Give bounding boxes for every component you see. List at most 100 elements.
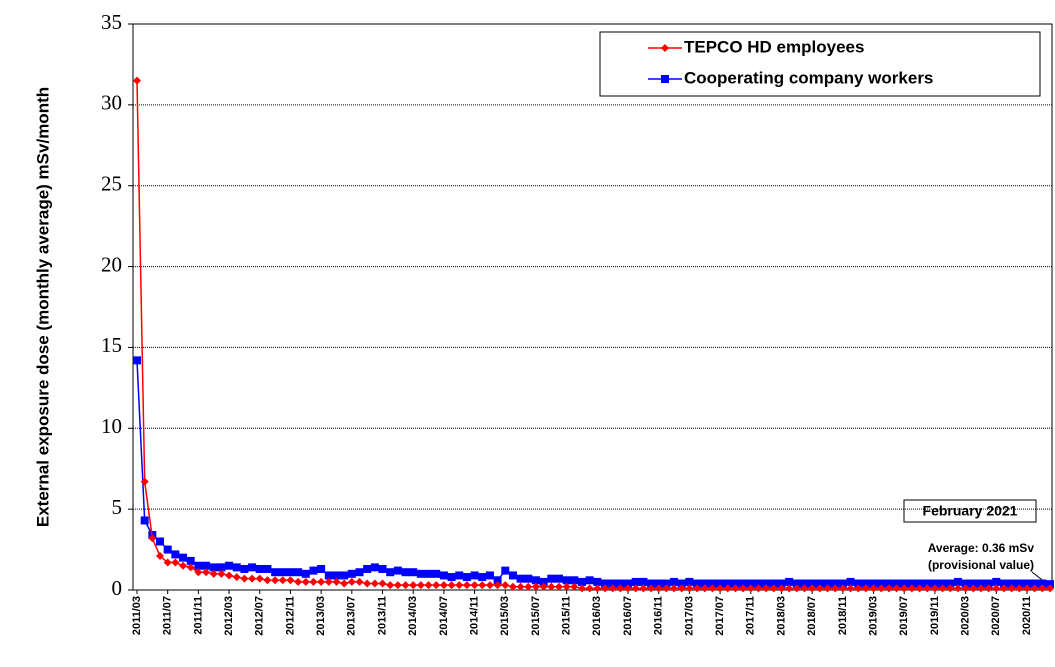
marker [585,584,594,593]
marker [815,584,824,593]
marker [370,563,379,572]
marker [608,584,617,593]
marker [278,568,287,577]
marker [332,571,341,580]
marker [884,579,893,588]
marker [324,577,333,586]
marker [562,576,571,585]
marker [263,564,272,573]
marker [923,584,932,593]
marker [716,584,725,593]
marker [930,584,939,593]
marker [524,582,533,591]
marker [278,576,287,585]
marker [762,584,771,593]
marker [393,566,402,575]
marker [792,579,801,588]
marker [777,584,786,593]
marker [647,584,656,593]
x-tick-label: 2015/11 [561,596,573,635]
marker [271,568,280,577]
marker [670,584,679,593]
marker [355,577,364,586]
marker [953,577,962,586]
marker [140,477,149,486]
y-tick-label: 30 [101,91,122,115]
marker [370,579,379,588]
marker [593,584,602,593]
marker [907,584,916,593]
marker [693,584,702,593]
marker [570,576,579,585]
x-tick-label: 2015/07 [530,596,542,636]
x-tick-label: 2017/11 [745,596,757,635]
marker [301,569,310,578]
marker [577,584,586,593]
marker [240,574,249,583]
y-tick-label: 5 [112,495,123,519]
marker [808,584,817,593]
x-tick-label: 2014/03 [407,596,419,636]
marker [785,584,794,593]
y-tick-label: 25 [101,172,122,196]
marker [209,563,218,572]
marker [416,569,425,578]
marker [462,581,471,590]
marker [554,574,563,583]
marker [670,577,679,586]
legend-box [599,31,1041,97]
marker [347,569,356,578]
marker [823,584,832,593]
marker [923,579,932,588]
marker [700,579,709,588]
marker [999,584,1008,593]
marker [478,573,487,582]
marker [661,75,669,83]
marker [708,584,717,593]
marker [1015,579,1024,588]
marker [861,584,870,593]
marker [493,581,502,590]
marker [723,584,732,593]
marker [531,582,540,591]
marker [662,579,671,588]
marker [1007,584,1016,593]
marker [401,568,410,577]
x-tick-label: 2016/07 [622,596,634,636]
marker [347,577,356,586]
marker [309,577,318,586]
marker [769,584,778,593]
marker [363,579,372,588]
marker [340,579,349,588]
x-tick-label: 2012/03 [223,596,235,636]
marker [432,569,441,578]
marker [140,516,149,525]
x-tick-label: 2011/03 [131,596,143,635]
marker [631,584,640,593]
marker [179,553,188,562]
marker [754,579,763,588]
marker [662,584,671,593]
x-tick-label: 2019/03 [867,596,879,636]
marker [386,568,395,577]
marker [992,577,1001,586]
marker [992,584,1001,593]
marker [731,584,740,593]
x-tick-label: 2018/07 [806,596,818,636]
marker [286,576,295,585]
marker [969,579,978,588]
marker [547,574,556,583]
marker [163,558,172,567]
marker [202,561,211,570]
marker [263,576,272,585]
marker [869,584,878,593]
marker [762,579,771,588]
marker [677,579,686,588]
y-tick-label: 10 [101,414,122,438]
x-tick-label: 2013/03 [315,596,327,636]
marker [984,584,993,593]
marker [961,579,970,588]
marker [946,579,955,588]
marker [946,584,955,593]
